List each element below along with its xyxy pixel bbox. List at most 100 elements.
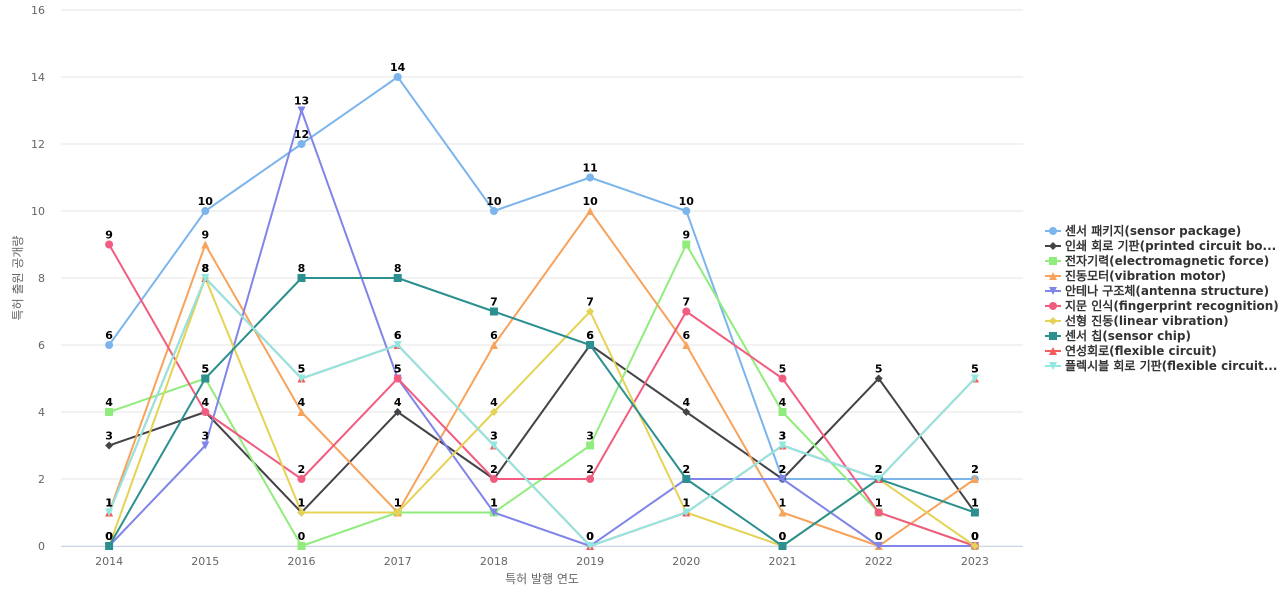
series-line[interactable] [108,243,976,547]
data-point[interactable] [297,542,306,550]
legend-swatch-marker[interactable] [1049,317,1057,325]
data-point[interactable] [105,542,114,550]
data-point[interactable] [970,542,979,550]
data-point[interactable] [489,207,498,215]
data-point[interactable] [201,408,210,416]
data-point[interactable] [489,341,498,349]
legend-label: 센서 패키지(sensor package) [1065,223,1241,238]
data-point[interactable] [297,475,306,483]
data-point[interactable] [105,341,114,349]
data-point[interactable] [874,542,883,550]
data-point[interactable] [682,341,691,349]
data-label: 0 [586,530,594,543]
data-point[interactable] [682,207,691,215]
data-point[interactable] [201,441,210,450]
series-line[interactable] [108,243,976,547]
data-point[interactable] [393,508,402,517]
legend-swatch-marker[interactable] [1049,347,1057,355]
legend-swatch-marker[interactable] [1049,227,1057,235]
legend-item[interactable]: 안테나 구조체(antenna structure) [1045,283,1269,298]
series-line[interactable] [108,344,976,514]
data-point[interactable] [489,307,498,316]
data-label: 2 [875,463,883,476]
data-point[interactable] [105,441,114,450]
data-point[interactable] [586,542,595,550]
legend-swatch-marker[interactable] [1049,257,1057,265]
legend-item[interactable]: 플렉시블 회로 기판(flexible circuit... [1045,358,1277,373]
series-line[interactable] [108,277,976,547]
data-label: 3 [490,430,498,443]
data-point[interactable] [297,106,306,115]
data-point[interactable] [201,240,210,249]
data-point[interactable] [393,341,402,349]
data-point[interactable] [489,508,498,517]
legend-item[interactable]: 센서 패키지(sensor package) [1045,223,1241,238]
data-point[interactable] [297,140,306,148]
legend-item[interactable]: 센서 칩(sensor chip) [1045,328,1191,343]
data-point[interactable] [874,374,883,383]
data-point[interactable] [201,274,210,282]
data-point[interactable] [105,408,114,416]
data-point[interactable] [682,307,691,316]
data-point[interactable] [393,408,402,416]
data-point[interactable] [297,508,306,517]
data-point[interactable] [297,274,306,282]
legend-item[interactable]: 전자기력(electromagnetic force) [1045,253,1269,268]
legend-label: 연성회로(flexible circuit) [1065,343,1217,358]
data-point[interactable] [297,374,306,383]
data-point[interactable] [201,207,210,215]
data-label: 0 [971,530,979,543]
data-point[interactable] [297,408,306,416]
data-label: 0 [875,530,883,543]
data-point[interactable] [105,508,114,517]
data-label: 5 [779,363,787,376]
x-tick-label: 2016 [288,555,316,568]
legend-swatch-marker[interactable] [1049,362,1057,370]
data-point[interactable] [970,374,979,383]
legend-swatch-marker[interactable] [1049,302,1057,310]
data-point[interactable] [682,240,691,249]
data-point[interactable] [586,307,595,316]
data-point[interactable] [970,475,979,483]
data-label: 4 [490,396,498,409]
data-point[interactable] [393,374,402,383]
data-point[interactable] [778,441,787,450]
data-point[interactable] [682,508,691,517]
data-point[interactable] [489,408,498,416]
legend-item[interactable]: 진동모터(vibration motor) [1045,268,1226,283]
data-point[interactable] [586,475,595,483]
data-point[interactable] [105,240,114,249]
series-line[interactable] [108,76,976,480]
data-point[interactable] [778,374,787,383]
data-label: 6 [586,329,594,342]
data-point[interactable] [393,274,402,282]
data-label: 2 [875,463,883,476]
legend-swatch-marker[interactable] [1049,287,1057,295]
data-point[interactable] [586,441,595,450]
data-point[interactable] [586,207,595,215]
legend-swatch-marker[interactable] [1049,332,1057,340]
data-point[interactable] [489,441,498,450]
data-point[interactable] [682,475,691,483]
legend-item[interactable]: 인쇄 회로 기판(printed circuit bo... [1045,238,1276,253]
data-point[interactable] [201,374,210,383]
data-point[interactable] [393,73,402,81]
data-point[interactable] [586,341,595,349]
data-point[interactable] [874,508,883,517]
data-point[interactable] [682,408,691,416]
legend-item[interactable]: 지문 인식(fingerprint recognition) [1045,298,1279,313]
legend-item[interactable]: 연성회로(flexible circuit) [1045,343,1217,358]
data-point[interactable] [970,508,979,517]
data-point[interactable] [778,508,787,517]
data-point[interactable] [778,475,787,483]
data-point[interactable] [778,542,787,550]
data-point[interactable] [874,475,883,483]
legend-item[interactable]: 선형 진동(linear vibration) [1045,313,1229,328]
data-label: 1 [105,497,113,510]
data-label: 1 [105,497,113,510]
data-point[interactable] [489,475,498,483]
legend-swatch-marker[interactable] [1049,242,1057,250]
data-point[interactable] [586,173,595,182]
legend-swatch-marker[interactable] [1049,272,1057,280]
data-point[interactable] [778,408,787,416]
